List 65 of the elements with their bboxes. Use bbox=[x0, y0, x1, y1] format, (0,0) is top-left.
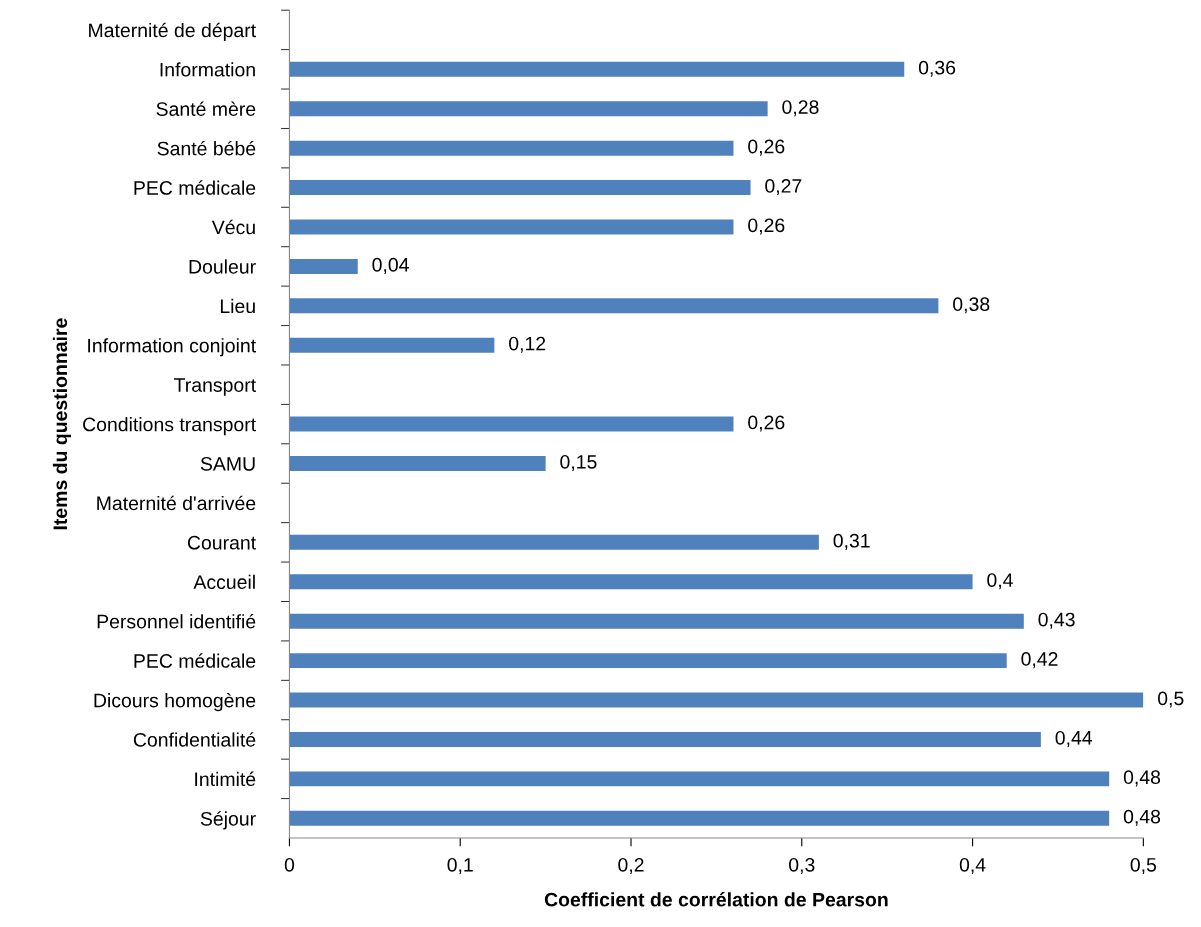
data-label: 0,4 bbox=[987, 573, 1013, 590]
data-label: 0,26 bbox=[748, 139, 785, 156]
data-label: 0,26 bbox=[748, 218, 785, 235]
bar bbox=[289, 653, 1007, 669]
y-tick-label: PEC médicale bbox=[134, 653, 256, 668]
y-tick-label: Information bbox=[160, 62, 255, 77]
x-tick-label: 0,3 bbox=[789, 857, 815, 875]
data-label: 0,28 bbox=[782, 100, 819, 117]
x-tick-label: 0,1 bbox=[447, 857, 473, 875]
x-tick-label: 0,4 bbox=[959, 857, 986, 875]
data-label: 0,12 bbox=[509, 336, 546, 353]
bar bbox=[289, 140, 734, 156]
data-label: 0,42 bbox=[1021, 652, 1058, 669]
x-tick-label: 0,2 bbox=[618, 857, 644, 875]
data-label: 0,36 bbox=[918, 60, 956, 77]
y-tick-label: Dicours homogène bbox=[94, 692, 256, 712]
bar bbox=[289, 298, 939, 314]
bar bbox=[289, 180, 751, 196]
data-label: 0,26 bbox=[748, 415, 785, 432]
y-tick-label: Maternité de départ bbox=[89, 22, 256, 42]
y-tick-label: Personnel identifié bbox=[97, 613, 256, 629]
y-tick-label: Courant bbox=[187, 535, 256, 550]
data-label: 0,27 bbox=[765, 179, 802, 196]
data-label: 0,31 bbox=[833, 533, 870, 550]
bar bbox=[289, 456, 546, 472]
y-tick-label: Santé mère bbox=[156, 101, 256, 116]
data-label: 0,48 bbox=[1123, 770, 1161, 787]
bar bbox=[289, 692, 1144, 708]
bar bbox=[289, 101, 768, 117]
bar bbox=[289, 337, 495, 353]
y-tick-label: Maternité d'arrivée bbox=[97, 495, 256, 511]
y-tick-label: Accueil bbox=[193, 574, 255, 590]
data-label: 0,38 bbox=[953, 297, 990, 314]
y-tick-label: Information conjoint bbox=[88, 338, 256, 357]
y-axis-title: Items du questionnaire bbox=[52, 318, 71, 530]
bar bbox=[289, 61, 905, 77]
data-label: 0,04 bbox=[372, 257, 409, 274]
y-tick-label: Santé bébé bbox=[157, 140, 256, 156]
bar bbox=[289, 219, 734, 235]
bar bbox=[289, 574, 973, 590]
data-label: 0,48 bbox=[1123, 809, 1161, 826]
bar bbox=[289, 534, 819, 550]
data-label: 0,15 bbox=[560, 454, 597, 472]
x-tick-label: 0,5 bbox=[1130, 857, 1157, 875]
y-tick-label: SAMU bbox=[200, 456, 255, 471]
bar bbox=[289, 810, 1110, 826]
data-label: 0,5 bbox=[1158, 691, 1184, 708]
y-tick-label: PEC médicale bbox=[134, 180, 256, 195]
y-tick-label: Intimité bbox=[195, 771, 256, 787]
y-tick-label: Douleur bbox=[189, 259, 256, 274]
bar bbox=[289, 258, 358, 274]
y-tick-label: Confidentialité bbox=[133, 732, 256, 747]
bar bbox=[289, 731, 1041, 747]
y-tick-label: Transport bbox=[174, 378, 256, 396]
y-tick-label: Conditions transport bbox=[83, 417, 256, 436]
x-tick-label: 0 bbox=[284, 857, 295, 872]
y-tick-label: Vécu bbox=[211, 219, 255, 235]
bar bbox=[289, 771, 1110, 787]
y-tick-label: Lieu bbox=[220, 298, 255, 314]
y-tick-label: Séjour bbox=[200, 811, 256, 830]
data-label: 0,44 bbox=[1055, 730, 1093, 747]
x-axis-title: Coefficient de corrélation de Pearson bbox=[544, 892, 888, 907]
data-label: 0,43 bbox=[1038, 612, 1075, 629]
bar bbox=[289, 613, 1024, 629]
bar bbox=[289, 416, 734, 432]
